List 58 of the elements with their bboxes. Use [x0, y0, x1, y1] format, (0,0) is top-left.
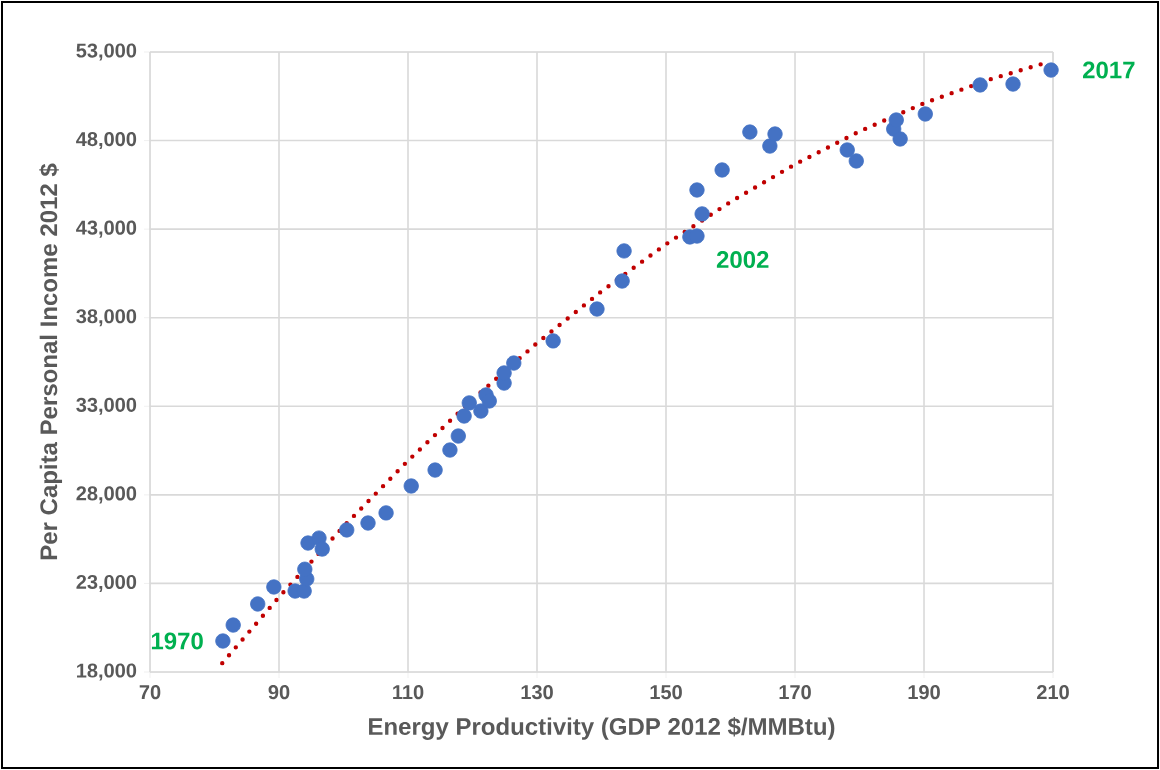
- point: [225, 617, 241, 633]
- y-tick-label: 23,000: [76, 574, 137, 592]
- y-tick-label: 48,000: [76, 132, 137, 150]
- point: [450, 428, 466, 444]
- y-axis-title: Per Capita Personal Income 2012 $: [39, 163, 63, 560]
- point: [215, 633, 231, 649]
- point: [297, 561, 313, 577]
- x-tick-label: 190: [908, 685, 940, 700]
- y-tick-label: 38,000: [76, 309, 137, 327]
- point: [360, 515, 376, 531]
- point: [300, 535, 316, 551]
- point: [762, 138, 778, 154]
- point: [614, 273, 630, 289]
- annotation: 2002: [716, 251, 769, 269]
- y-tick-label: 53,000: [76, 43, 137, 61]
- point: [403, 478, 419, 494]
- point: [481, 393, 497, 409]
- point: [461, 395, 477, 411]
- point: [767, 126, 783, 142]
- x-tick-label: 130: [521, 685, 553, 700]
- point: [339, 522, 355, 538]
- point: [972, 77, 988, 93]
- point: [694, 206, 710, 222]
- x-tick-label: 110: [393, 685, 424, 700]
- point: [266, 579, 282, 595]
- annotation: 2017: [1082, 61, 1135, 79]
- y-tick-label: 33,000: [76, 397, 137, 415]
- point: [616, 243, 632, 259]
- point: [1005, 76, 1021, 92]
- point: [742, 124, 758, 140]
- annotation: 1970: [151, 632, 203, 650]
- point: [1043, 62, 1059, 78]
- point: [839, 142, 855, 158]
- point: [250, 596, 266, 612]
- point: [689, 182, 705, 198]
- x-tick-label: 150: [650, 685, 682, 700]
- point: [506, 355, 522, 371]
- point: [589, 301, 605, 317]
- point: [848, 153, 864, 169]
- x-axis-title: Energy Productivity (GDP 2012 $/MMBtu): [369, 716, 835, 740]
- point: [442, 442, 458, 458]
- point: [378, 505, 394, 521]
- point: [473, 403, 489, 419]
- x-tick-label: 70: [139, 685, 161, 700]
- point: [314, 541, 330, 557]
- point: [917, 106, 933, 122]
- point: [888, 112, 904, 128]
- point: [427, 462, 443, 478]
- point: [456, 408, 472, 424]
- point: [892, 131, 908, 147]
- y-tick-label: 43,000: [76, 220, 137, 238]
- x-tick-label: 90: [268, 685, 290, 700]
- y-tick-label: 18,000: [77, 663, 137, 681]
- point: [714, 162, 730, 178]
- x-tick-label: 210: [1037, 685, 1069, 700]
- y-tick-label: 28,000: [76, 486, 137, 504]
- x-tick-label: 170: [779, 685, 811, 700]
- point: [545, 333, 561, 349]
